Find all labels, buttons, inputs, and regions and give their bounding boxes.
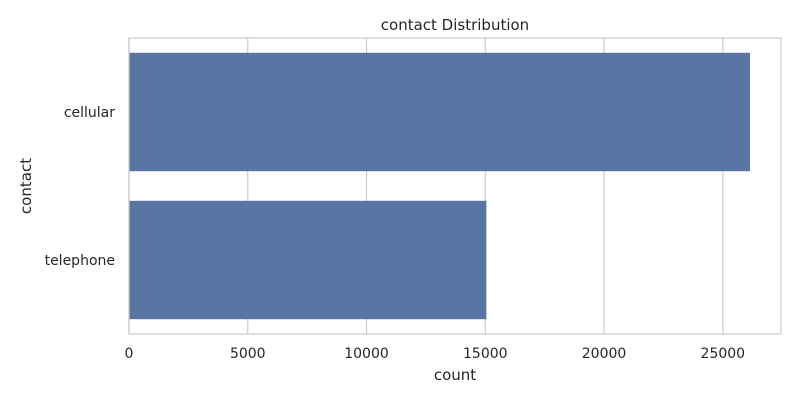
x-tick-label-2: 10000 bbox=[344, 346, 389, 362]
x-tick-label-5: 25000 bbox=[701, 346, 746, 362]
x-axis-title: count bbox=[434, 366, 476, 384]
y-tick-label-cellular: cellular bbox=[64, 105, 115, 121]
x-tick-label-1: 5000 bbox=[230, 346, 266, 362]
bar-cellular bbox=[129, 52, 750, 172]
plot-frame bbox=[128, 37, 782, 335]
x-tick-label-3: 15000 bbox=[463, 346, 508, 362]
y-tick-label-telephone: telephone bbox=[45, 253, 115, 269]
bar-telephone bbox=[129, 200, 487, 320]
x-tick-label-0: 0 bbox=[125, 346, 134, 362]
x-tick-labels: 0 5000 10000 15000 20000 25000 bbox=[125, 346, 746, 362]
chart-title: contact Distribution bbox=[381, 16, 529, 34]
y-axis-title: contact bbox=[17, 158, 35, 214]
bars bbox=[129, 52, 750, 320]
y-tick-labels: cellular telephone bbox=[45, 105, 116, 269]
x-tick-label-4: 20000 bbox=[582, 346, 627, 362]
